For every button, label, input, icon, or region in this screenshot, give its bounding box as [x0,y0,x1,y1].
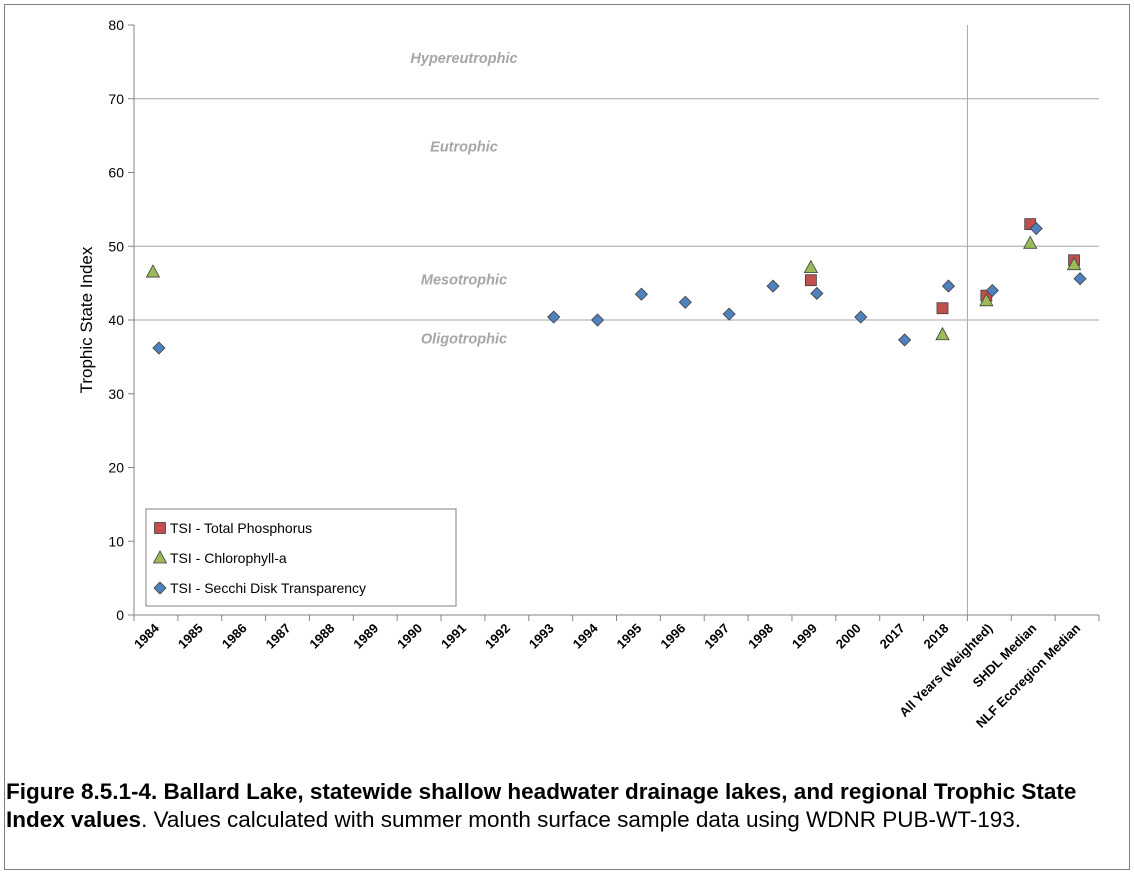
y-tick-label-70: 70 [108,91,124,107]
y-tick-label-40: 40 [108,312,124,328]
x-tick-label: 1992 [482,621,513,652]
x-tick-label: 1987 [263,621,294,652]
legend-entry: TSI - Total Phosphorus [170,520,312,536]
legend-marker-diamond [153,581,167,595]
point-diamond [722,307,736,321]
point-diamond [1073,272,1087,286]
point-diamond [766,279,780,293]
y-tick-label-80: 80 [108,17,124,33]
point-diamond [854,310,868,324]
point-diamond [547,310,561,324]
x-tick-label: 1990 [394,621,425,652]
legend-entry: TSI - Chlorophyll-a [170,550,287,566]
x-tick-label: 1986 [219,621,250,652]
x-tick-label: 1988 [306,621,337,652]
y-axis-label: Trophic State Index [77,246,96,393]
point-diamond [810,286,824,301]
x-tick-label: 1984 [131,620,163,652]
y-tick-label-20: 20 [108,460,124,476]
x-tick-label: 1995 [613,621,644,652]
point-triangle [145,264,161,278]
point-diamond [634,287,648,301]
y-tick-label-50: 50 [108,238,124,254]
legend-marker-square [154,522,166,534]
x-tick-label: 1991 [438,621,469,652]
point-diamond [898,333,912,347]
caption-text: . Values calculated with summer month su… [141,807,1021,832]
y-tick-label-30: 30 [108,386,124,402]
point-diamond [985,283,999,298]
zone-label-hypereutrophic: Hypereutrophic [410,51,517,67]
x-tick-label: 1989 [350,621,381,652]
x-tick-label: 2017 [877,621,908,652]
legend-marker-triangle [152,550,168,564]
x-tick-label: 1999 [789,621,820,652]
x-tick-label: 2018 [921,621,952,652]
x-tick-label: 1985 [175,621,206,652]
figure-frame [4,4,1130,870]
point-diamond [1029,221,1043,236]
x-tick-label: 1997 [701,621,732,652]
point-diamond [941,279,956,293]
point-triangle [935,326,950,341]
point-diamond [678,295,692,309]
figure-caption: Figure 8.5.1-4. Ballard Lake, statewide … [6,778,1128,870]
x-tick-label: 2000 [833,621,864,652]
zone-label-eutrophic: Eutrophic [430,140,498,156]
point-diamond [591,313,605,327]
y-tick-label-0: 0 [116,607,124,623]
legend-box [145,508,457,607]
point-triangle [979,292,994,307]
x-tick-label: 1998 [745,621,776,652]
caption-bold: Figure 8.5.1-4. Ballard Lake, statewide … [6,779,1077,832]
x-tick-label: 1993 [526,621,557,652]
point-triangle [1023,235,1038,249]
x-tick-label: 1994 [570,620,602,652]
legend-entry: TSI - Secchi Disk Transparency [170,580,366,596]
zone-label-mesotrophic: Mesotrophic [421,272,507,288]
y-tick-label-10: 10 [108,533,124,549]
point-triangle [1066,256,1082,271]
point-triangle [803,259,819,274]
point-diamond [152,341,166,355]
point-square [936,302,949,315]
tsi-chart: Hypereutrophic Eutrophic Mesotrophic Oligot… [77,17,1100,731]
y-tick-label-60: 60 [108,165,124,181]
point-square [804,274,817,287]
zone-label-oligotrophic: Oligotrophic [421,331,507,347]
x-tick-label: 1996 [657,621,688,652]
